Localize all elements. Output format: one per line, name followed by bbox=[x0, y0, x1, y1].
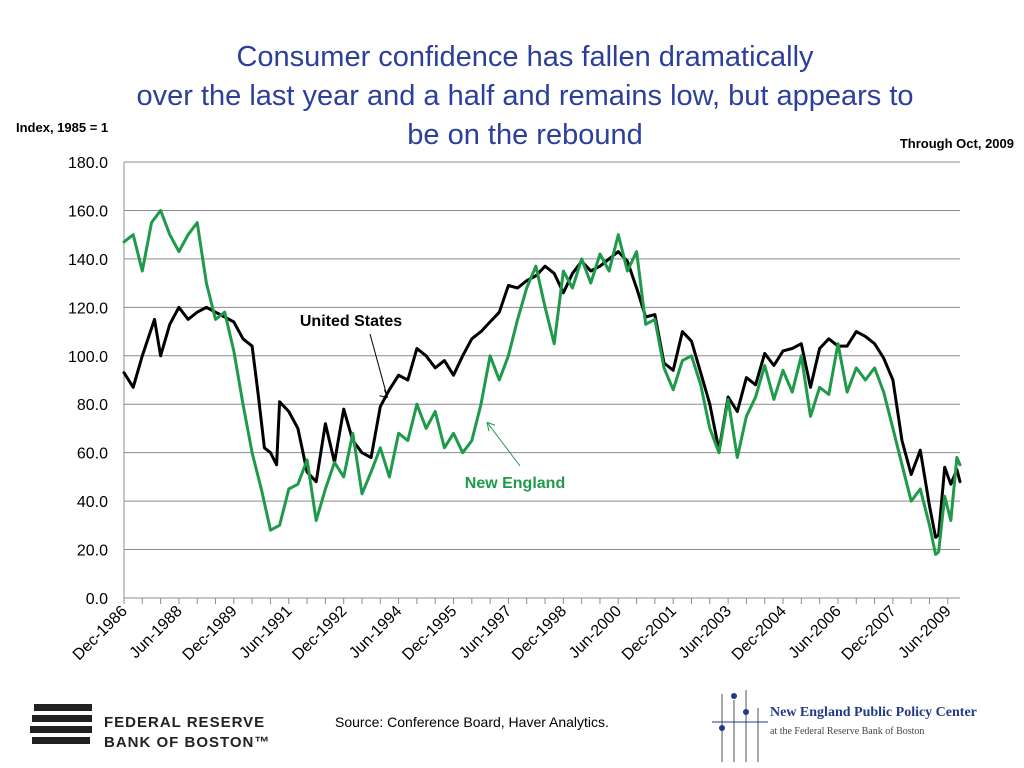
annotations: United States New England bbox=[300, 313, 565, 492]
chart-title: Consumer confidence has fallen dramatica… bbox=[60, 38, 990, 155]
ne-arrow bbox=[486, 421, 521, 467]
x-tick-label: Jun-1988 bbox=[127, 603, 186, 662]
y-tick-label: 160.0 bbox=[68, 203, 108, 220]
x-tick-label: Jun-1994 bbox=[346, 603, 405, 662]
y-tick-label: 100.0 bbox=[68, 349, 108, 366]
neppc-logo-icon bbox=[712, 690, 768, 762]
title-line-2: over the last year and a half and remain… bbox=[136, 80, 914, 112]
series-line-new-england bbox=[122, 208, 962, 556]
x-tick-label: Jun-2006 bbox=[786, 603, 845, 662]
x-tick-label: Dec-2007 bbox=[839, 603, 900, 664]
through-note: Through Oct, 2009 bbox=[899, 136, 1014, 151]
y-tick-label: 120.0 bbox=[68, 300, 108, 317]
x-tick-label: Jun-1997 bbox=[456, 603, 515, 662]
x-tick-label: Dec-1995 bbox=[399, 603, 460, 664]
y-tick-label: 0.0 bbox=[86, 591, 108, 608]
x-tick-label: Dec-1998 bbox=[509, 603, 570, 664]
y-tick-label: 40.0 bbox=[77, 494, 108, 511]
x-tick-label: Dec-2001 bbox=[619, 603, 680, 664]
x-tick-label: Dec-1992 bbox=[289, 603, 350, 664]
y-tick-label: 80.0 bbox=[77, 397, 108, 414]
title-line-1: Consumer confidence has fallen dramatica… bbox=[236, 41, 814, 73]
axes: 0.0 20.0 40.0 60.0 80.0 100.0 120.0 140.0 160.0 1… bbox=[68, 155, 960, 664]
x-tick-label: Jun-2000 bbox=[566, 603, 625, 662]
ne-series-label: New England bbox=[465, 475, 565, 492]
us-series-label: United States bbox=[300, 313, 402, 330]
x-tick-label: Dec-2004 bbox=[729, 603, 790, 664]
federal-reserve-wordmark: FEDERAL RESERVE BANK OF BOSTON™ bbox=[104, 713, 270, 753]
federal-reserve-logo-icon bbox=[30, 704, 92, 744]
x-tick-label: Jun-2003 bbox=[676, 603, 735, 662]
us-arrow-head bbox=[379, 389, 388, 399]
unit-note: Index, 1985 = 1 bbox=[16, 120, 109, 135]
y-tick-label: 20.0 bbox=[77, 543, 108, 560]
x-tick-label: Dec-1986 bbox=[70, 603, 131, 664]
x-tick-label: Jun-1991 bbox=[236, 603, 295, 662]
neppc-title: New England Public Policy Center bbox=[770, 705, 977, 720]
x-tick-label: Jun-2009 bbox=[895, 603, 954, 662]
neppc-subtitle: at the Federal Reserve Bank of Boston bbox=[770, 726, 925, 737]
y-tick-label: 60.0 bbox=[77, 446, 108, 463]
series-lines bbox=[122, 208, 962, 556]
title-line-3: be on the rebound bbox=[407, 119, 643, 151]
source-note: Source: Conference Board, Haver Analytic… bbox=[335, 714, 609, 730]
us-arrow bbox=[369, 333, 388, 398]
y-tick-label: 180.0 bbox=[68, 155, 108, 172]
x-tick-label: Dec-1989 bbox=[180, 603, 241, 664]
y-tick-label: 140.0 bbox=[68, 252, 108, 269]
ne-arrow-head bbox=[486, 421, 496, 432]
frb-line-1: FEDERAL RESERVE bbox=[104, 714, 266, 731]
frb-line-2: BANK OF BOSTON™ bbox=[104, 734, 271, 751]
